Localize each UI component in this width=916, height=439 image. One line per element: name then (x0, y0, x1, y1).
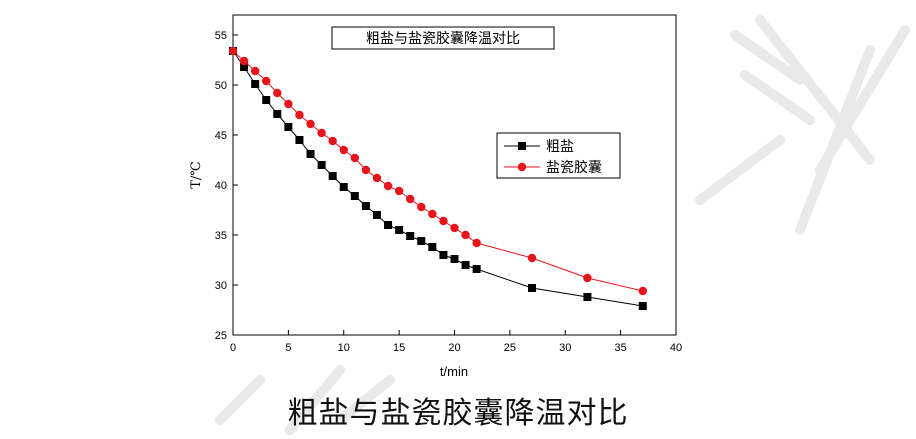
x-axis: 0 5 10 15 20 25 30 35 40 (230, 330, 682, 354)
y-tick-label: 35 (215, 230, 227, 242)
data-point (372, 173, 382, 183)
legend-label: 盐瓷胶囊 (546, 159, 602, 176)
data-point (240, 63, 249, 71)
data-point (262, 76, 271, 86)
watermark-strokes (215, 15, 910, 435)
y-tick-label: 40 (215, 180, 227, 192)
y-axis: 25 30 35 40 45 50 55 (215, 30, 238, 342)
legend-marker (517, 162, 527, 172)
data-point (384, 221, 393, 229)
x-axis-label: t/min (440, 364, 468, 379)
data-point (361, 202, 370, 210)
y-axis-label: T/℃ (189, 161, 204, 189)
y-tick-label: 55 (215, 30, 227, 42)
data-point (394, 186, 404, 196)
data-point (262, 96, 271, 104)
data-point (461, 230, 470, 240)
data-point (284, 99, 293, 109)
x-tick-label: 20 (448, 342, 460, 354)
data-point (339, 183, 348, 191)
data-point (250, 66, 260, 76)
y-tick-label: 45 (215, 130, 227, 142)
x-tick-label: 15 (393, 342, 405, 354)
data-point (638, 286, 647, 296)
figure-caption: 粗盐与盐瓷胶囊降温对比 (287, 396, 629, 431)
data-point (328, 136, 337, 146)
data-point (228, 46, 238, 56)
y-tick-label: 50 (215, 80, 227, 92)
data-point (527, 253, 537, 263)
data-point (583, 273, 592, 283)
y-tick-label: 25 (215, 330, 227, 342)
data-point (428, 209, 437, 219)
data-point (428, 243, 437, 251)
data-point (273, 88, 282, 98)
data-point (472, 238, 481, 248)
data-point (251, 80, 260, 88)
data-point (439, 251, 448, 259)
data-point (472, 265, 481, 273)
x-tick-label: 40 (670, 342, 682, 354)
x-tick-label: 35 (615, 342, 627, 354)
x-tick-label: 25 (504, 342, 516, 354)
chart-title: 粗盐与盐瓷胶囊降温对比 (366, 30, 520, 47)
data-point (306, 150, 315, 158)
data-point (450, 223, 459, 233)
x-tick-label: 5 (285, 342, 291, 354)
data-point (383, 181, 393, 191)
legend-box (496, 132, 621, 179)
data-point (372, 211, 381, 219)
data-point (284, 123, 293, 131)
data-point (406, 232, 415, 240)
y-tick-label: 30 (215, 280, 227, 292)
x-tick-label: 30 (559, 342, 571, 354)
data-point (417, 237, 426, 245)
series-1 (229, 47, 647, 310)
data-point (317, 161, 326, 169)
data-point (395, 226, 404, 234)
x-tick-label: 0 (230, 342, 236, 354)
data-point (273, 110, 282, 118)
chart-title-box (331, 26, 555, 50)
data-point (295, 110, 304, 120)
data-point (328, 172, 337, 180)
series-layer (228, 46, 647, 310)
data-point (461, 261, 470, 269)
data-point (361, 165, 371, 175)
data-point (406, 194, 415, 204)
data-point (638, 302, 647, 310)
x-tick-label: 10 (338, 342, 350, 354)
data-point (306, 119, 315, 129)
data-point (295, 136, 304, 144)
data-point (239, 56, 249, 66)
data-point (439, 216, 448, 226)
data-point (583, 293, 592, 301)
data-point (417, 202, 426, 212)
data-point (350, 192, 359, 200)
data-point (450, 255, 459, 263)
legend-label: 粗盐 (546, 139, 574, 155)
series-2 (228, 46, 647, 296)
data-point (350, 153, 360, 163)
data-point (339, 145, 348, 155)
data-point (317, 128, 326, 138)
legend-marker (518, 142, 526, 150)
data-point (528, 284, 537, 292)
